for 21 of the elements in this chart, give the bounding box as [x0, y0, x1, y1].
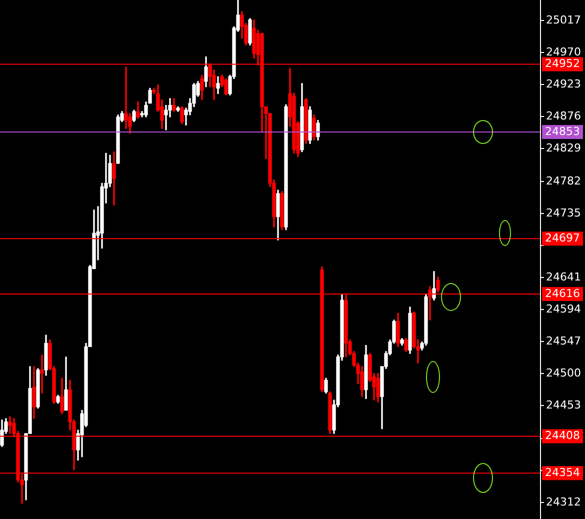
- candlestick: [8, 416, 12, 434]
- y-tick-label: 24500: [546, 366, 581, 380]
- y-tick-label: 25017: [546, 13, 581, 26]
- y-tick-label: 24829: [546, 141, 581, 154]
- y-tick-label: 24594: [546, 302, 581, 316]
- ref-line-label: 24616: [545, 286, 580, 300]
- y-tick-label: 24970: [546, 45, 581, 58]
- y-tick-label: 24923: [546, 77, 581, 90]
- candlestick: [40, 354, 44, 394]
- ref-line-label: 24354: [545, 466, 580, 480]
- y-tick-label: 24312: [546, 495, 581, 508]
- ref-line-label: 24952: [545, 57, 580, 70]
- y-tick-label: 24453: [546, 398, 581, 412]
- y-tick-label: 24782: [546, 174, 581, 188]
- y-tick-label: 24641: [546, 270, 581, 284]
- ref-line-label: 24853: [545, 124, 580, 138]
- y-tick-label: 24735: [546, 206, 581, 220]
- ref-line-label: 24408: [545, 429, 580, 442]
- y-tick-label: 24547: [546, 334, 581, 348]
- ref-line-label: 24697: [545, 232, 580, 245]
- y-tick-label: 24876: [546, 109, 581, 122]
